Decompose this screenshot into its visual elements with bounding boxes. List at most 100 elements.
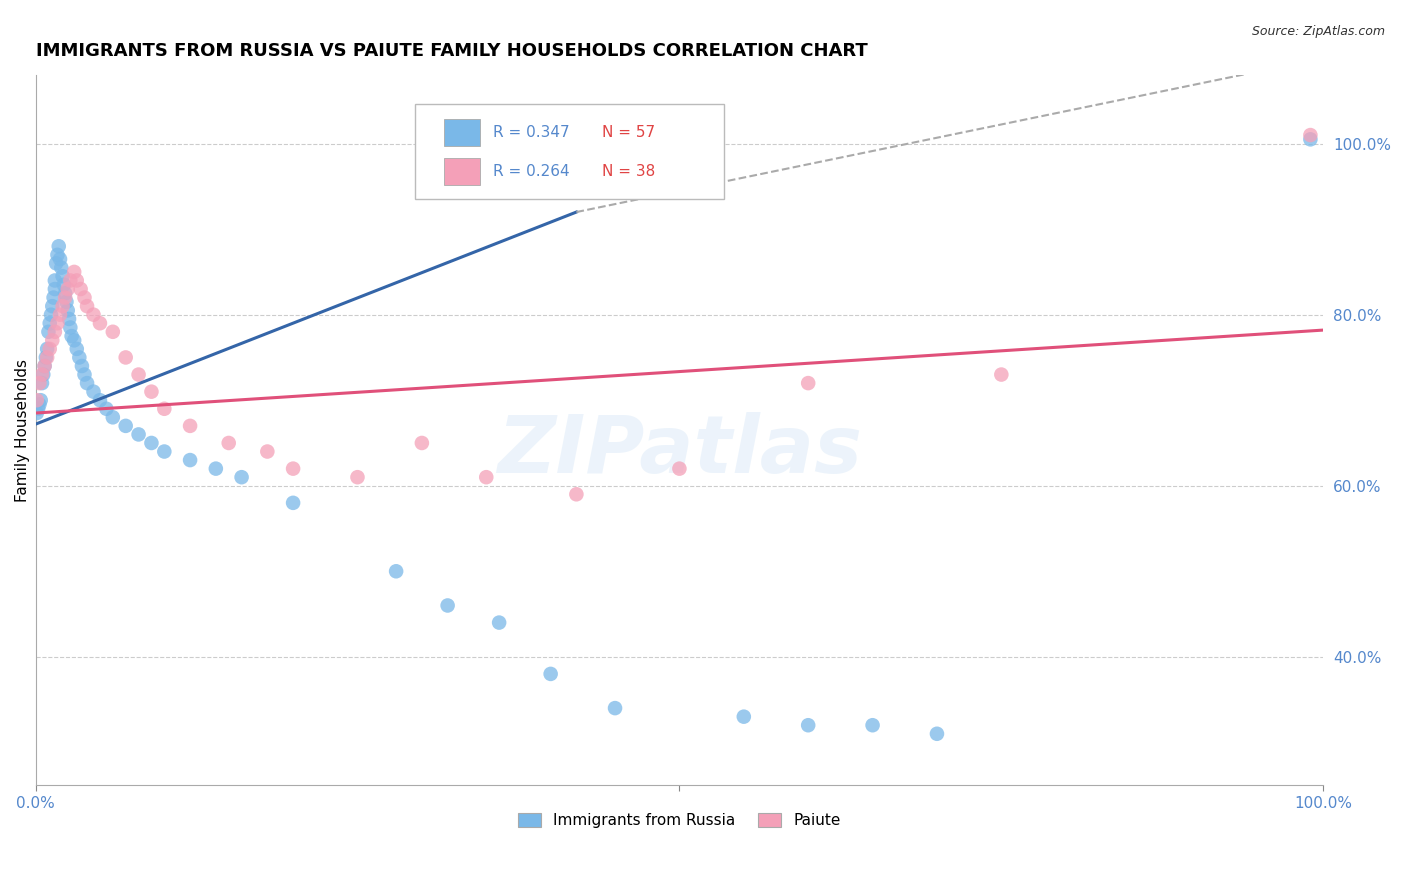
Point <box>48 239 70 253</box>
Point <box>797 376 820 390</box>
Point <box>281 461 304 475</box>
Point <box>37 325 59 339</box>
Point <box>231 470 253 484</box>
Point <box>128 427 150 442</box>
Point <box>34 359 56 373</box>
Point <box>41 299 63 313</box>
Point <box>101 325 124 339</box>
Point <box>52 269 75 284</box>
Point <box>141 436 163 450</box>
Point <box>1299 128 1322 142</box>
FancyBboxPatch shape <box>415 103 724 200</box>
Point <box>70 359 93 373</box>
Point <box>66 273 89 287</box>
Point <box>862 718 884 732</box>
Point <box>1299 132 1322 146</box>
Point <box>89 316 111 330</box>
Point <box>53 291 76 305</box>
Point <box>179 453 201 467</box>
Point <box>76 299 98 313</box>
Point <box>76 376 98 390</box>
Point <box>41 334 63 348</box>
Point <box>59 320 82 334</box>
Point <box>52 277 75 292</box>
Point <box>66 342 89 356</box>
Point <box>58 312 80 326</box>
Point <box>53 286 76 301</box>
Point <box>39 308 62 322</box>
Text: N = 38: N = 38 <box>602 164 655 179</box>
Point <box>128 368 150 382</box>
Text: ZIPatlas: ZIPatlas <box>496 412 862 491</box>
Point <box>59 273 82 287</box>
Text: N = 57: N = 57 <box>602 125 655 140</box>
Point <box>990 368 1012 382</box>
Point <box>60 329 83 343</box>
Point <box>28 376 51 390</box>
Text: Source: ZipAtlas.com: Source: ZipAtlas.com <box>1251 25 1385 38</box>
Point <box>346 470 368 484</box>
Point <box>67 351 90 365</box>
Point <box>37 351 59 365</box>
Point <box>153 444 176 458</box>
Y-axis label: Family Households: Family Households <box>15 359 30 501</box>
Point <box>141 384 163 399</box>
Point <box>83 384 105 399</box>
Point <box>281 496 304 510</box>
Point <box>565 487 588 501</box>
Point <box>668 461 690 475</box>
Point <box>256 444 278 458</box>
Point <box>488 615 510 630</box>
Point <box>63 265 86 279</box>
Point <box>153 401 176 416</box>
Point <box>925 727 948 741</box>
Point <box>603 701 626 715</box>
Point <box>25 406 48 420</box>
Point <box>114 418 136 433</box>
Point <box>411 436 433 450</box>
Point <box>475 470 498 484</box>
Bar <box>444 119 479 145</box>
Point <box>31 368 53 382</box>
Point <box>55 294 77 309</box>
Point <box>37 342 59 356</box>
Point <box>63 334 86 348</box>
Point <box>83 308 105 322</box>
Point <box>205 461 228 475</box>
Point <box>28 397 51 411</box>
Point <box>49 252 72 266</box>
Point <box>218 436 240 450</box>
Point <box>797 718 820 732</box>
Text: R = 0.347: R = 0.347 <box>492 125 569 140</box>
Point <box>73 368 96 382</box>
Point <box>385 564 408 578</box>
Point <box>25 393 48 408</box>
Point <box>56 303 79 318</box>
Point <box>38 342 60 356</box>
Point <box>44 325 66 339</box>
Point <box>35 351 58 365</box>
Point <box>27 401 49 416</box>
Point <box>38 316 60 330</box>
Point <box>89 393 111 408</box>
Point <box>46 248 69 262</box>
Point <box>56 282 79 296</box>
Point <box>96 401 118 416</box>
Point <box>69 282 91 296</box>
Point <box>42 291 65 305</box>
Point <box>46 316 69 330</box>
Point <box>114 351 136 365</box>
Point <box>733 709 755 723</box>
Bar <box>444 158 479 186</box>
Point <box>52 299 75 313</box>
Point <box>34 359 56 373</box>
Legend: Immigrants from Russia, Paiute: Immigrants from Russia, Paiute <box>512 807 846 834</box>
Point <box>179 418 201 433</box>
Point <box>101 410 124 425</box>
Point <box>51 260 73 275</box>
Text: R = 0.264: R = 0.264 <box>492 164 569 179</box>
Point <box>44 282 66 296</box>
Point <box>32 368 55 382</box>
Point <box>540 666 562 681</box>
Point <box>31 376 53 390</box>
